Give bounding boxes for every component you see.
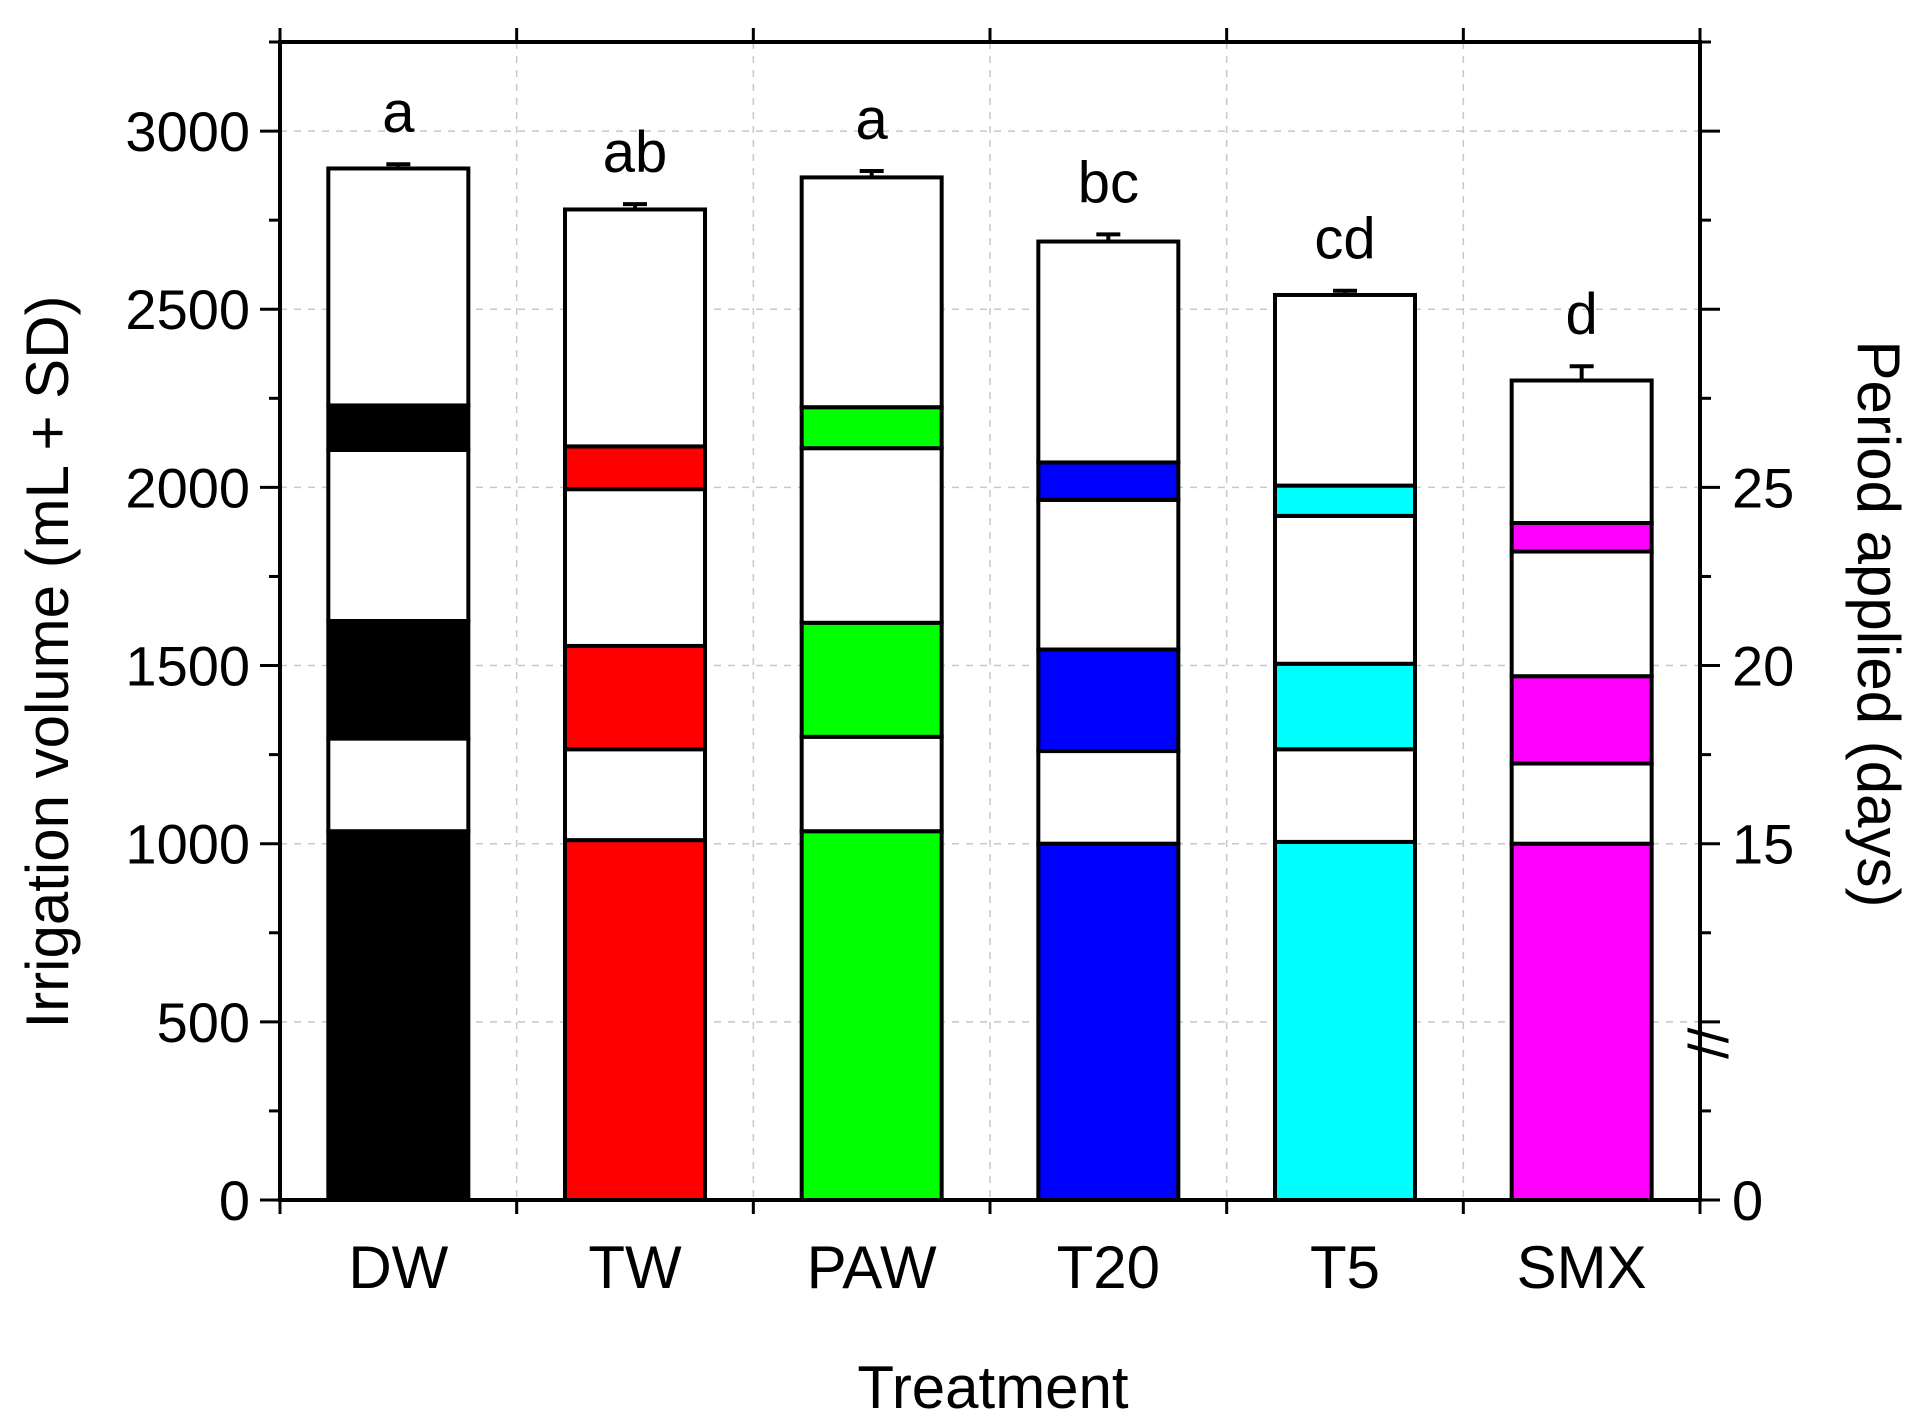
bar-segment-dw [326, 166, 471, 408]
x-tick-label: T5 [1310, 1234, 1380, 1301]
axes [260, 28, 1720, 1214]
axis-break-mark: // [1676, 1028, 1739, 1060]
significance-label: ab [603, 120, 668, 185]
y-axis-title: Irrigation volume (mL + SD) [14, 295, 81, 1028]
bar-segment-t20 [1036, 497, 1181, 652]
y-tick-label: 3000 [125, 100, 250, 163]
bar-segment-t5 [1273, 292, 1417, 488]
bar-segment-t20 [1036, 647, 1181, 754]
bar-segment-paw [799, 175, 944, 410]
bar-segment-smx [1509, 378, 1654, 526]
bar-segment-tw [563, 487, 707, 648]
bar-segment-t20 [1036, 239, 1181, 465]
x-tick-label: PAW [807, 1234, 937, 1301]
bar-segment-smx [1509, 674, 1654, 766]
x-tick-label: DW [348, 1234, 448, 1301]
significance-label: a [382, 80, 415, 145]
bar-segment-paw [799, 446, 944, 625]
bar-segment-dw [326, 619, 471, 741]
bar-segment-tw [563, 747, 707, 843]
bar-segment-dw [326, 829, 471, 1203]
bar-segment-tw [563, 838, 707, 1202]
bar-segment-paw [799, 829, 944, 1203]
significance-label: cd [1314, 207, 1375, 272]
y-tick-label: 1500 [125, 635, 250, 698]
bar-segment-paw [799, 734, 944, 834]
y-tick-label: 1000 [125, 813, 250, 876]
bar-segment-smx [1509, 549, 1654, 679]
bar-segment-paw [799, 405, 944, 451]
y2-tick-label: 20 [1732, 635, 1794, 698]
bar-segment-t5 [1273, 483, 1417, 518]
labels: a DW ab TW a PAW bc T20 cd T5 d SMX 0 500 1000 1500 2000… [125, 80, 1794, 1301]
bar-segment-tw [563, 643, 707, 752]
significance-label: bc [1078, 150, 1139, 215]
x-tick-label: SMX [1517, 1234, 1647, 1301]
y-tick-label: 2000 [125, 456, 250, 519]
y-tick-label: 2500 [125, 278, 250, 341]
bar-segment-t20 [1036, 460, 1181, 502]
bar-segment-t5 [1273, 513, 1417, 666]
y2-tick-label: 25 [1732, 456, 1794, 519]
bar-segment-t5 [1273, 661, 1417, 752]
significance-label: d [1566, 282, 1598, 347]
significance-label: a [856, 87, 889, 152]
x-tick-label: T20 [1057, 1234, 1160, 1301]
y-tick-label: 500 [157, 991, 250, 1054]
bars [326, 162, 1654, 1203]
y-tick-label: 0 [219, 1169, 250, 1232]
bar-segment-dw [326, 736, 471, 834]
gridlines [279, 42, 1701, 1200]
y2-tick-label: 15 [1732, 813, 1794, 876]
bar-segment-smx [1509, 841, 1654, 1202]
y2-axis-title: Period applied (days) [1845, 341, 1912, 908]
bar-segment-smx [1509, 521, 1654, 554]
bar-segment-t5 [1273, 747, 1417, 844]
bar-segment-paw [799, 620, 944, 739]
bar-segment-t20 [1036, 749, 1181, 846]
bar-segment-smx [1509, 761, 1654, 846]
bar-segment-t5 [1273, 839, 1417, 1202]
y2-tick-label: 0 [1732, 1169, 1763, 1232]
bar-segment-t20 [1036, 841, 1181, 1202]
bar-segment-tw [563, 444, 707, 492]
bar-segment-dw [326, 403, 471, 452]
x-axis-title: Treatment [857, 1354, 1129, 1419]
bar-segment-tw [563, 207, 707, 449]
x-tick-label: TW [588, 1234, 682, 1301]
bar-segment-dw [326, 447, 471, 624]
